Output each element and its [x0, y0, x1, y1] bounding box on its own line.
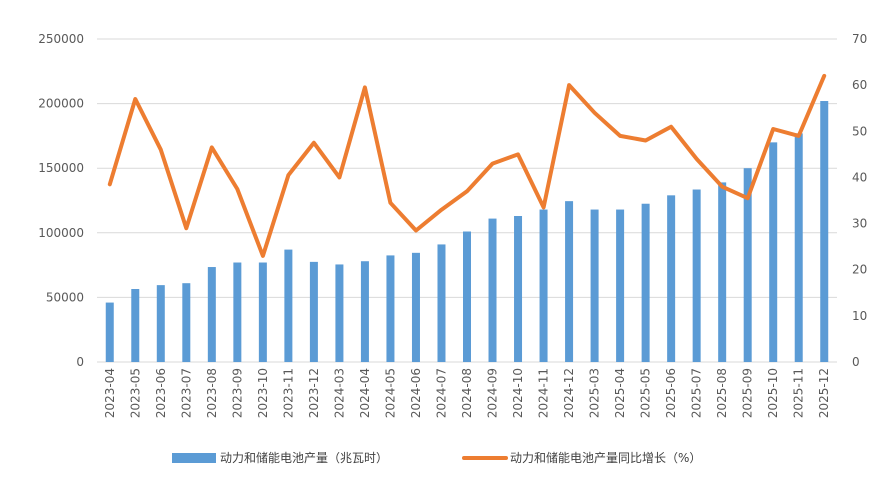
x-tick-label: 2024-09	[486, 368, 500, 418]
bar	[820, 101, 829, 363]
x-tick-label: 2024-04	[358, 368, 372, 418]
x-tick-label: 2025-06	[664, 368, 678, 418]
x-tick-label: 2023-05	[128, 368, 142, 418]
bar	[743, 168, 752, 362]
bar	[182, 283, 191, 362]
x-tick-label: 2025-07	[690, 368, 704, 418]
bar	[284, 249, 293, 362]
right-tick-label: 40	[852, 170, 867, 184]
x-tick-label: 2024-12	[562, 368, 576, 418]
bar	[360, 261, 369, 362]
x-tick-label: 2024-08	[460, 368, 474, 418]
x-tick-label: 2023-10	[256, 368, 270, 418]
bar	[539, 209, 548, 362]
bar	[105, 302, 114, 362]
right-tick-label: 70	[852, 32, 867, 46]
bar-series	[105, 101, 829, 363]
bar	[463, 231, 471, 362]
right-tick-label: 30	[852, 217, 867, 231]
left-tick-label: 0	[76, 355, 84, 369]
bar	[769, 142, 778, 362]
bar	[207, 267, 216, 362]
bar	[309, 261, 318, 362]
right-axis: 0 10 20 30 40 50 60 70	[852, 32, 867, 369]
growth-line	[107, 73, 827, 258]
x-tick-label: 2025-10	[766, 368, 780, 418]
x-tick-label: 2025-08	[715, 368, 729, 418]
x-tick-label: 2024-06	[409, 368, 423, 418]
bar	[794, 133, 803, 362]
bar	[411, 252, 420, 362]
bar	[335, 264, 344, 362]
x-tick-label: 2024-07	[434, 368, 448, 418]
x-tick-label: 2024-10	[511, 368, 525, 418]
bar	[565, 201, 574, 362]
bar	[718, 182, 727, 362]
legend: 动力和储能电池产量（兆瓦时） 动力和储能电池产量同比增长（%）	[172, 450, 701, 465]
x-tick-label: 2023-08	[205, 368, 219, 418]
left-tick-label: 50000	[46, 290, 84, 304]
bar	[692, 189, 701, 362]
bar	[437, 244, 446, 362]
legend-bar-swatch	[172, 453, 216, 463]
x-tick-label: 2023-04	[103, 368, 117, 418]
left-tick-label: 150000	[38, 161, 84, 175]
x-tick-label: 2025-04	[613, 368, 627, 418]
legend-bar-label: 动力和储能电池产量（兆瓦时）	[220, 450, 388, 465]
x-tick-label: 2025-11	[792, 368, 806, 418]
x-tick-label: 2025-05	[639, 368, 653, 418]
bar	[386, 255, 395, 362]
right-tick-label: 50	[852, 124, 867, 138]
bar	[156, 285, 165, 362]
x-tick-label: 2024-05	[383, 368, 397, 418]
x-tick-label: 2023-09	[230, 368, 244, 418]
right-tick-label: 0	[852, 355, 860, 369]
right-tick-label: 60	[852, 78, 867, 92]
x-axis: 2023-04 2023-05 2023-06 2023-07 2023-08 2023-…	[103, 368, 831, 418]
left-tick-label: 100000	[38, 226, 84, 240]
x-tick-label: 2025-03	[588, 368, 602, 418]
left-axis: 0 50000 100000 150000 200000 250000	[38, 32, 84, 369]
left-tick-label: 250000	[38, 32, 84, 46]
x-tick-label: 2023-06	[154, 368, 168, 418]
legend-line-label: 动力和储能电池产量同比增长（%）	[510, 450, 701, 465]
bar	[641, 203, 650, 362]
left-tick-label: 200000	[38, 97, 84, 111]
bar	[514, 216, 523, 362]
x-tick-label: 2024-11	[537, 368, 551, 418]
right-tick-label: 20	[852, 263, 867, 277]
x-tick-label: 2023-07	[179, 368, 193, 418]
x-tick-label: 2023-12	[307, 368, 321, 418]
x-tick-label: 2025-12	[817, 368, 831, 418]
x-tick-label: 2023-11	[281, 368, 295, 418]
bar	[616, 209, 625, 362]
bar	[488, 218, 497, 362]
bar	[233, 262, 242, 362]
line-series	[107, 73, 827, 258]
bar	[131, 289, 140, 362]
bar	[590, 209, 599, 362]
x-tick-label: 2024-03	[332, 368, 346, 418]
bar	[258, 262, 267, 362]
x-tick-label: 2025-09	[741, 368, 755, 418]
bar	[667, 195, 676, 362]
right-tick-label: 10	[852, 309, 867, 323]
